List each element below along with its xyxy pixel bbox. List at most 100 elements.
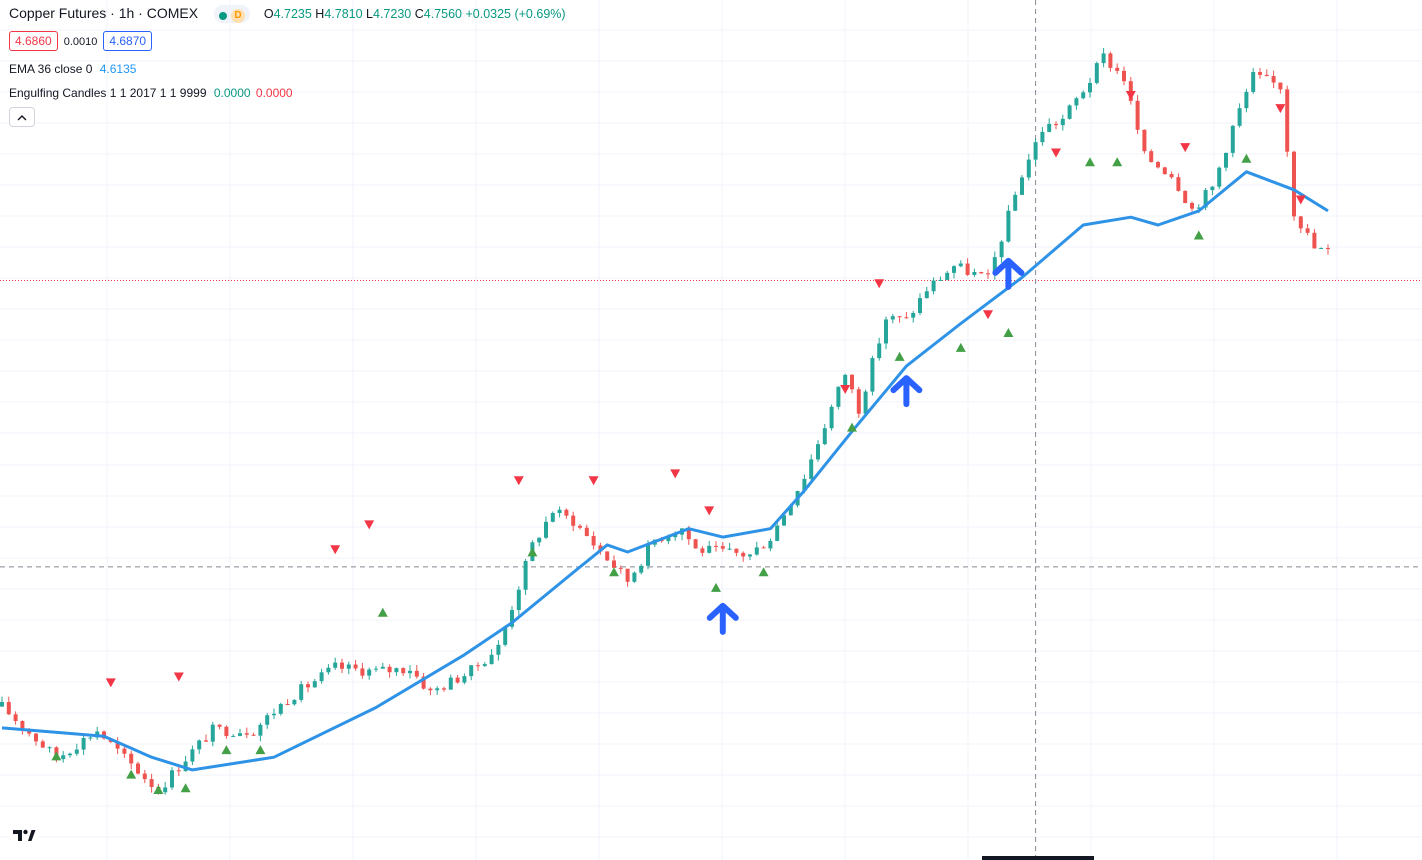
candle-body xyxy=(455,677,460,683)
candle-body xyxy=(1067,105,1072,119)
candle-body xyxy=(1230,125,1235,153)
candle-body xyxy=(496,644,501,655)
candle-body xyxy=(306,684,310,688)
candle-body xyxy=(278,703,283,714)
time-scale-scrollbar[interactable] xyxy=(982,856,1094,860)
candle-body xyxy=(1203,190,1208,208)
close-value: 4.7560 xyxy=(423,7,462,21)
candle-body xyxy=(176,770,181,772)
candle-body xyxy=(1292,151,1296,217)
candle-body xyxy=(1312,232,1317,249)
candle-body xyxy=(353,664,358,669)
bullish-engulfing-marker xyxy=(153,785,164,795)
bullish-engulfing-marker xyxy=(711,582,721,592)
candle-body xyxy=(394,668,399,673)
candle-body xyxy=(965,263,970,275)
candle-body xyxy=(1285,89,1290,152)
bullish-engulfing-marker xyxy=(51,751,62,761)
candle-body xyxy=(1305,228,1310,233)
high-value: 4.7810 xyxy=(324,7,363,21)
candle-body xyxy=(1060,118,1065,126)
candle-body xyxy=(421,676,426,689)
candle-body xyxy=(340,662,344,669)
tradingview-logo-icon[interactable] xyxy=(8,822,38,848)
annotation-arrows xyxy=(706,257,1025,635)
candle-body xyxy=(564,509,569,516)
candle-body xyxy=(1006,210,1011,242)
engulfing-value-1: 0.0000 xyxy=(213,86,251,100)
candle-body xyxy=(292,699,297,705)
buy-price-button[interactable]: 4.6870 xyxy=(103,31,153,51)
bid-ask-row: 4.6860 0.0010 4.6870 xyxy=(9,31,153,51)
status-badge[interactable]: D xyxy=(213,5,250,24)
candle-body xyxy=(557,509,562,514)
candle-body xyxy=(992,257,997,275)
candle-body xyxy=(197,740,202,750)
candle-body xyxy=(843,374,848,387)
bullish-engulfing-marker xyxy=(1085,157,1095,167)
candle-body xyxy=(265,715,270,725)
bearish-engulfing-marker xyxy=(173,672,184,682)
candle-body xyxy=(360,668,365,676)
candle-body xyxy=(448,677,453,690)
bullish-engulfing-marker xyxy=(758,567,769,577)
candle-body xyxy=(1196,207,1201,209)
bullish-engulfing-marker xyxy=(1241,153,1252,163)
candle-body xyxy=(809,459,814,479)
candle-body xyxy=(904,317,909,319)
candle-body xyxy=(598,545,603,552)
candle-body xyxy=(1264,74,1269,77)
symbol-title[interactable]: Copper Futures · 1h · COMEX xyxy=(9,5,199,21)
candle-body xyxy=(1040,131,1045,143)
bearish-engulfing-marker xyxy=(1051,148,1061,158)
arrow-up-icon xyxy=(992,257,1025,290)
candle-body xyxy=(442,688,446,690)
candle-body xyxy=(1183,190,1188,204)
candle-body xyxy=(1244,91,1249,109)
candle-body xyxy=(74,749,79,754)
collapse-legend-button[interactable] xyxy=(9,107,35,127)
candle-body xyxy=(1149,151,1154,163)
candle-body xyxy=(482,664,487,666)
candle-body xyxy=(1088,82,1092,93)
candle-body xyxy=(1135,100,1140,130)
candle-body xyxy=(816,444,820,460)
candle-body xyxy=(911,313,916,318)
candle-body xyxy=(346,664,351,669)
ema-value: 4.6135 xyxy=(99,62,137,76)
candle-body xyxy=(693,539,698,549)
candle-body xyxy=(68,753,72,756)
candle-body xyxy=(149,779,154,787)
sell-price-button[interactable]: 4.6860 xyxy=(9,31,58,51)
bearish-engulfing-marker xyxy=(874,279,885,289)
candle-body xyxy=(938,279,943,281)
candle-body xyxy=(727,548,732,550)
candle-body xyxy=(1013,194,1018,211)
bearish-engulfing-marker xyxy=(105,678,116,688)
candle-body xyxy=(1020,177,1024,195)
candle-body xyxy=(462,676,467,683)
candle-body xyxy=(217,724,222,727)
candle-body xyxy=(1271,76,1276,83)
candle-body xyxy=(884,319,888,344)
candle-body xyxy=(761,547,766,549)
candle-body xyxy=(1033,142,1038,160)
candle-body xyxy=(822,428,827,445)
candle-body xyxy=(428,688,433,691)
candle-body xyxy=(924,291,929,299)
candle-body xyxy=(435,688,440,691)
ema-legend[interactable]: EMA 36 close 0 4.6135 xyxy=(9,62,136,76)
candle-body xyxy=(1237,108,1242,126)
candle-body xyxy=(666,537,671,542)
candle-body xyxy=(1190,203,1194,209)
bearish-engulfing-marker xyxy=(330,545,341,555)
candle-body xyxy=(999,241,1004,258)
candle-body xyxy=(734,548,739,553)
candle-body xyxy=(673,534,678,538)
market-status-dot-icon xyxy=(218,11,227,20)
arrow-up-icon xyxy=(706,602,739,635)
engulfing-legend[interactable]: Engulfing Candles 1 1 2017 1 1 9999 0.00… xyxy=(9,86,293,100)
candle-body xyxy=(748,554,752,557)
candle-body xyxy=(367,669,372,676)
